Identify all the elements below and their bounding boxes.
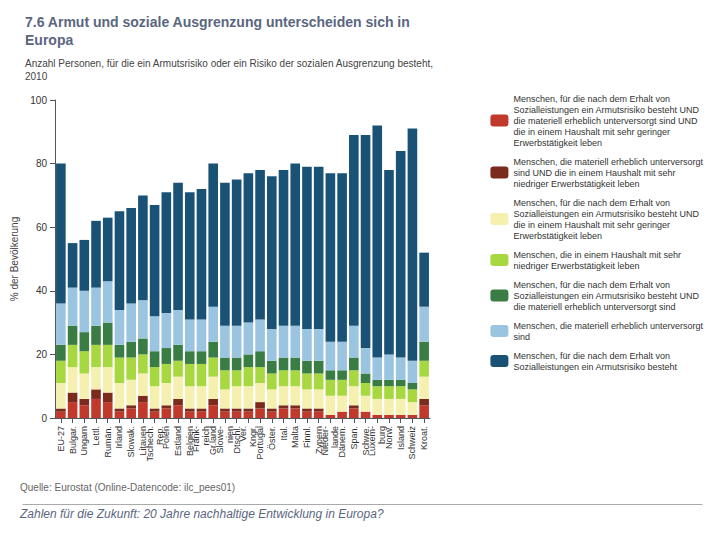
svg-text:lande: lande — [330, 426, 341, 448]
svg-text:Rep.: Rep. — [154, 426, 165, 445]
svg-text:die materiell erheblich unterv: die materiell erheblich unterversorgt si… — [513, 116, 698, 126]
svg-text:Rumän.: Rumän. — [103, 426, 113, 458]
svg-text:Estland: Estland — [173, 426, 183, 456]
svg-text:Frank-: Frank- — [191, 426, 201, 452]
svg-text:Island: Island — [396, 426, 406, 450]
svg-text:Norw.: Norw. — [384, 426, 394, 449]
svg-text:Slowak.: Slowak. — [126, 426, 136, 458]
svg-text:Zypern: Zypern — [313, 426, 324, 454]
svg-text:Luxem-: Luxem- — [367, 426, 377, 456]
svg-text:reich: reich — [201, 426, 212, 446]
svg-text:Ital.: Ital. — [279, 426, 289, 441]
svg-text:Dänem.: Dänem. — [337, 426, 347, 458]
svg-text:Gr.land: Gr.land — [208, 426, 219, 455]
svg-text:die in einem Haushalt mit sehr: die in einem Haushalt mit sehr geringer — [513, 220, 670, 230]
svg-text:Polen: Polen — [161, 426, 171, 449]
svg-text:burg: burg — [377, 426, 388, 444]
svg-text:2010: 2010 — [25, 71, 48, 82]
svg-text:Menschen, für die nach dem Erh: Menschen, für die nach dem Erhalt von — [513, 351, 670, 361]
svg-text:Irland: Irland — [114, 426, 124, 449]
svg-text:Tschech.: Tschech. — [145, 426, 155, 462]
svg-text:niedriger Erwerbstätigkeit leb: niedriger Erwerbstätigkeit leben — [513, 179, 639, 189]
svg-text:Ungarn: Ungarn — [79, 426, 89, 456]
svg-text:Menschen, für die nach dem Erh: Menschen, für die nach dem Erhalt von — [513, 280, 670, 290]
svg-text:Anzahl Personen, für die ein A: Anzahl Personen, für die ein Armutsrisik… — [25, 58, 433, 69]
svg-text:Kroat.: Kroat. — [419, 426, 429, 450]
svg-text:80: 80 — [36, 158, 48, 169]
svg-text:Europa: Europa — [25, 32, 73, 48]
svg-text:Kngr.: Kngr. — [248, 426, 259, 447]
svg-text:Schweiz: Schweiz — [407, 426, 417, 460]
svg-text:Malta: Malta — [290, 426, 300, 448]
svg-text:Bulgar.: Bulgar. — [68, 426, 78, 454]
svg-text:Sozialleistungen ein Armutsris: Sozialleistungen ein Armutsrisiko besteh… — [513, 291, 699, 301]
svg-text:60: 60 — [36, 222, 48, 233]
svg-text:100: 100 — [30, 95, 47, 106]
svg-text:Menschen, für die nach dem Erh: Menschen, für die nach dem Erhalt von — [513, 94, 670, 104]
svg-text:Sozialleistungen ein Armutsris: Sozialleistungen ein Armutsrisiko besteh… — [513, 209, 699, 219]
svg-text:Slowe-: Slowe- — [215, 426, 225, 454]
svg-text:EU-27: EU-27 — [56, 426, 66, 452]
svg-text:Öster.: Öster. — [267, 426, 277, 450]
svg-text:niedriger Erwerbstätigkeit leb: niedriger Erwerbstätigkeit leben — [513, 261, 639, 271]
svg-text:Schwe.: Schwe. — [360, 426, 371, 456]
svg-text:Zahlen für die Zukunft: 20 Jah: Zahlen für die Zukunft: 20 Jahre nachhal… — [19, 507, 384, 521]
svg-text:Quelle: Eurostat (Online-Daten: Quelle: Eurostat (Online-Datencode: ilc_… — [20, 482, 235, 493]
svg-text:Belgien: Belgien — [184, 426, 195, 456]
svg-text:Portugal: Portugal — [255, 426, 265, 460]
svg-text:die materiell erheblich unterv: die materiell erheblich unterversorgt si… — [513, 302, 675, 312]
svg-text:0: 0 — [41, 413, 47, 424]
svg-text:Menschen, für die nach dem Erh: Menschen, für die nach dem Erhalt von — [513, 198, 670, 208]
svg-text:Menschen, die materiell erhebl: Menschen, die materiell erheblich unterv… — [513, 157, 703, 167]
svg-text:Menschen, die in einem Haushal: Menschen, die in einem Haushalt mit sehr — [513, 250, 681, 260]
svg-text:die in einem Haushalt mit sehr: die in einem Haushalt mit sehr geringer — [513, 127, 670, 137]
svg-text:40: 40 — [36, 285, 48, 296]
svg-text:Lettl.: Lettl. — [91, 426, 101, 446]
svg-text:Nieder-: Nieder- — [320, 426, 330, 456]
svg-text:20: 20 — [36, 349, 48, 360]
svg-text:sind UND die in einem Haushalt: sind UND die in einem Haushalt mit sehr — [513, 168, 675, 178]
svg-text:Erwerbstätigkeit leben: Erwerbstätigkeit leben — [513, 138, 602, 148]
svg-text:Sozialleistungen ein Armutsris: Sozialleistungen ein Armutsrisiko besteh… — [513, 362, 677, 372]
svg-text:Litauen: Litauen — [137, 426, 148, 456]
svg-text:nien: nien — [224, 426, 235, 443]
svg-text:Sozialleistungen ein Armutsris: Sozialleistungen ein Armutsrisiko besteh… — [513, 105, 699, 115]
svg-text:sind: sind — [513, 332, 530, 342]
svg-text:% der Bevölkerung: % der Bevölkerung — [9, 217, 20, 302]
svg-text:Span.: Span. — [349, 426, 359, 450]
svg-text:Erwerbstätigkeit leben: Erwerbstätigkeit leben — [513, 231, 602, 241]
svg-text:Ver.: Ver. — [238, 426, 248, 442]
svg-text:Menschen, die materiell erhebl: Menschen, die materiell erheblich unterv… — [513, 321, 703, 331]
svg-text:7.6 Armut und soziale Ausgrenz: 7.6 Armut und soziale Ausgrenzung unters… — [25, 14, 410, 30]
svg-text:Dtschl.: Dtschl. — [231, 426, 242, 454]
svg-text:Finnl.: Finnl. — [302, 426, 312, 448]
